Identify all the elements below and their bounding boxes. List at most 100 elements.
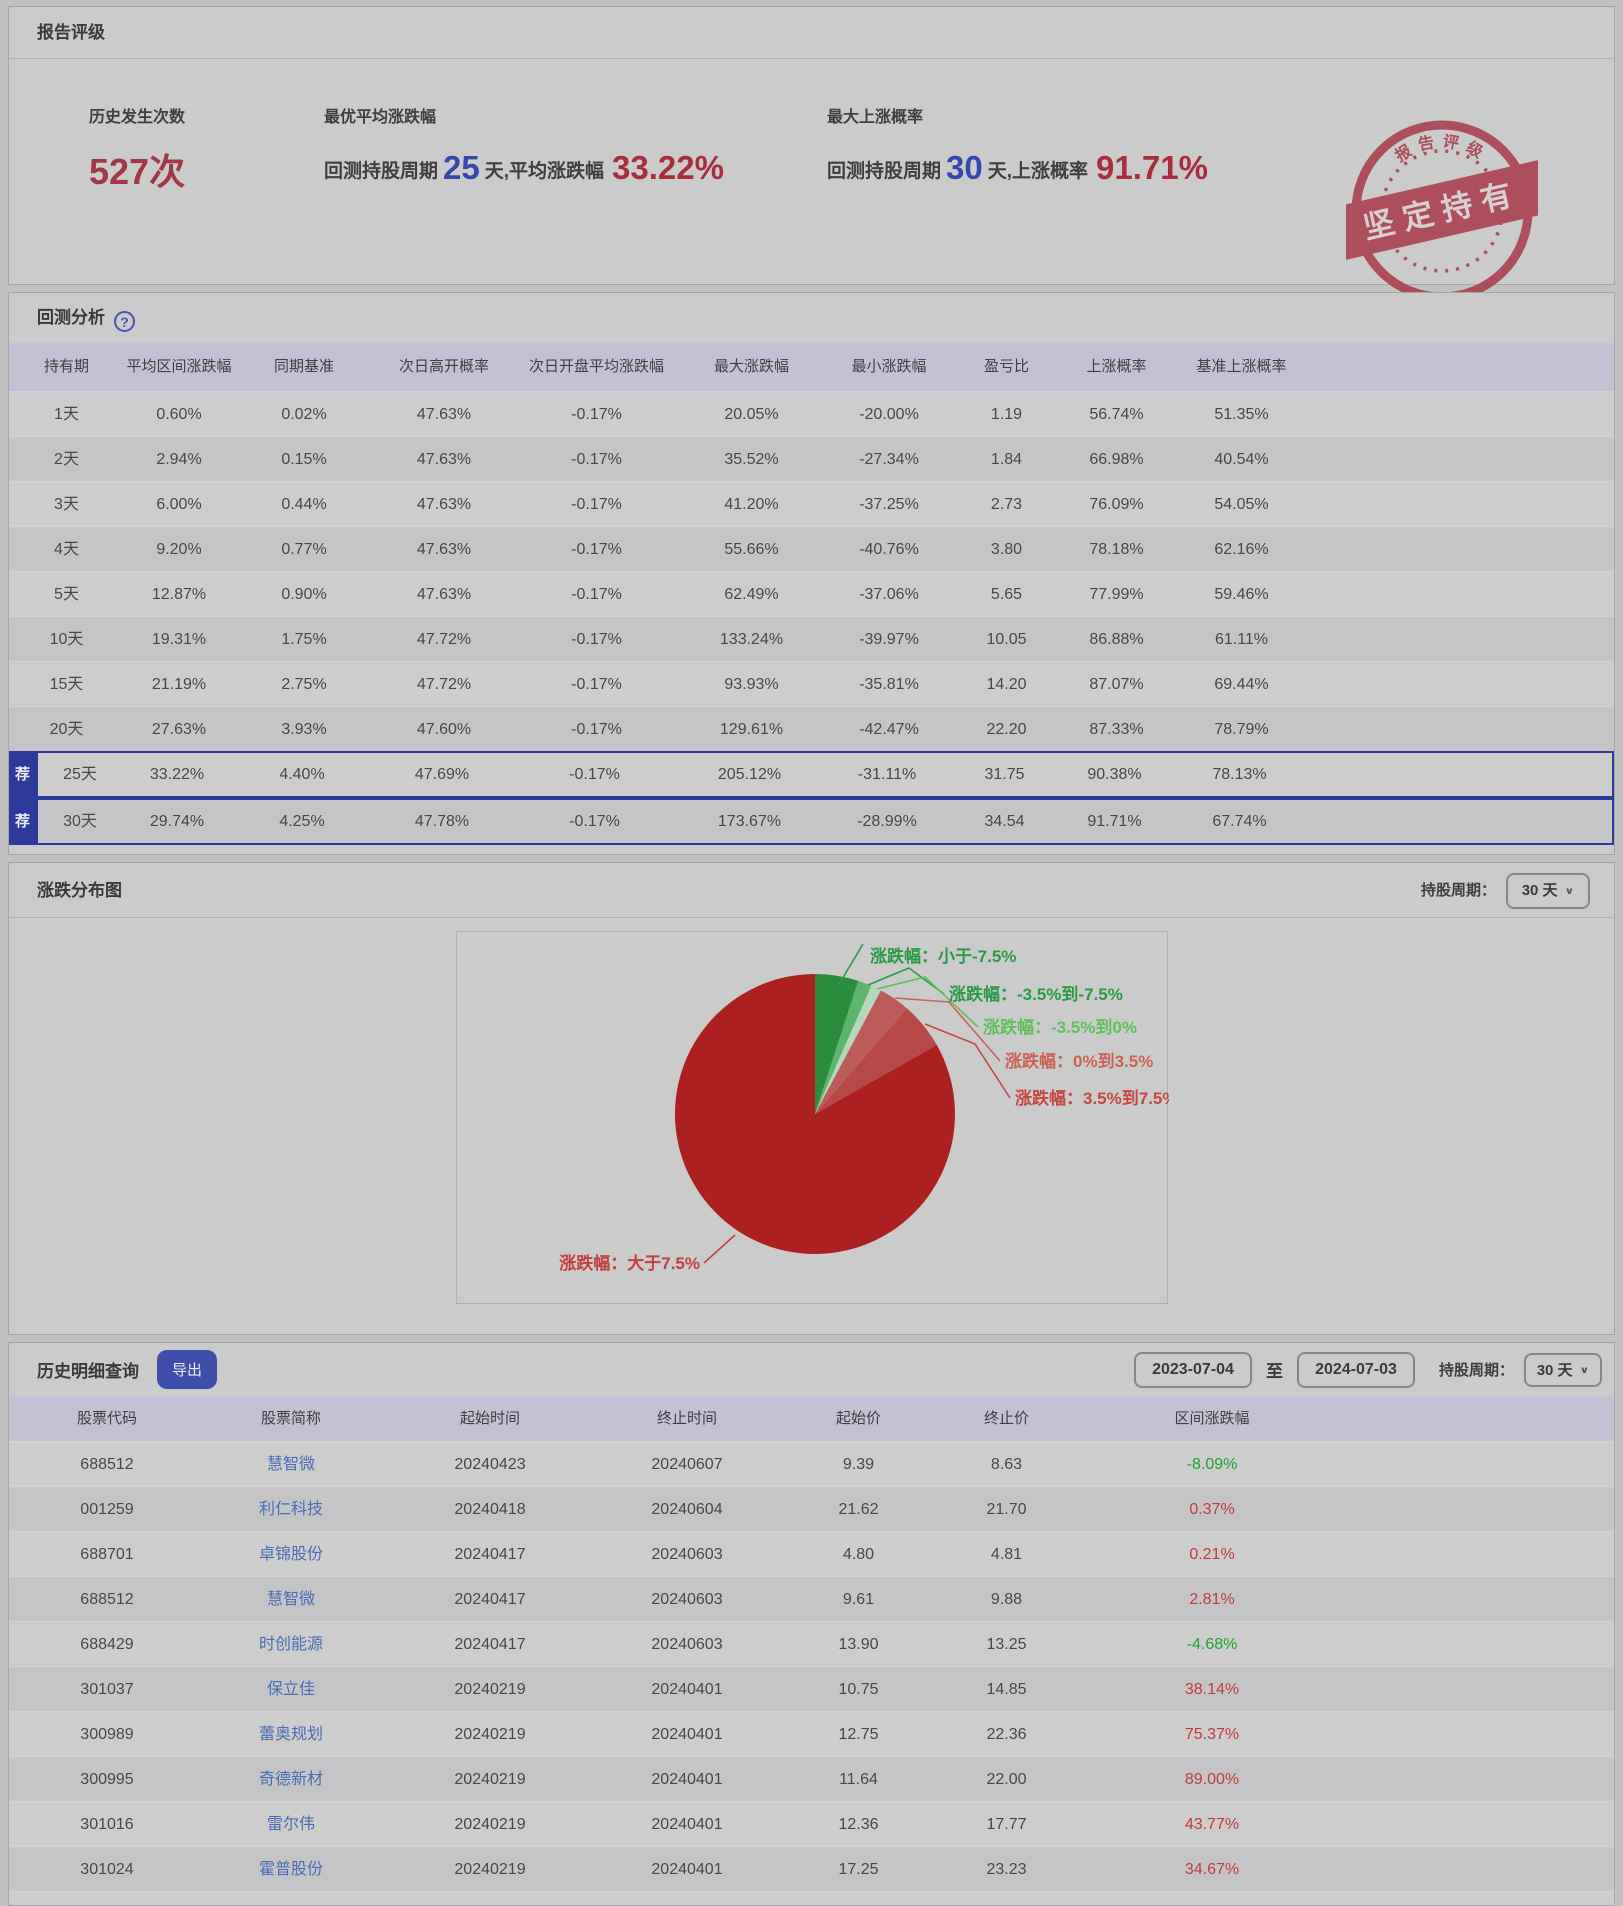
stock-link[interactable]: 雷尔伟 (266, 1816, 315, 1833)
stat-max-up-prob-line: 回测持股周期 30 天,上涨概率 91.71% (827, 149, 1208, 187)
backtest-row[interactable]: 10天 19.31% 1.75% 47.72% -0.17% 133.24% -39.97%… (9, 616, 1614, 661)
cell: -20.00% (859, 406, 919, 423)
pie-slice[interactable] (815, 990, 907, 1115)
chevron-down-icon: ∨ (1579, 1363, 1590, 1376)
history-row[interactable]: 300989 蕾奥规划 20240219 20240401 12.75 22.36 75.3… (9, 1711, 1614, 1756)
holding-period-select[interactable]: 30 天 ∨ (1524, 1352, 1602, 1387)
cell: -8.09% (1186, 1456, 1238, 1473)
cell: -28.99% (857, 813, 917, 830)
history-row[interactable]: 001259 利仁科技 20240418 20240604 21.62 21.70 0.37… (9, 1486, 1614, 1531)
cell: -37.25% (859, 496, 919, 513)
cell: 20240401 (651, 1816, 723, 1833)
column-header: 平均区间涨跌幅 (126, 358, 232, 375)
cell: 001259 (80, 1501, 134, 1518)
stock-link[interactable]: 蕾奥规划 (258, 1726, 323, 1743)
holding-period-select[interactable]: 30 天 ∨ (1506, 872, 1590, 909)
export-button[interactable]: 导出 (157, 1350, 218, 1389)
stock-link[interactable]: 时创能源 (258, 1636, 323, 1653)
recommend-badge: 荐 (9, 751, 36, 798)
cell: 0.21% (1189, 1546, 1235, 1563)
history-panel: 历史明细查询 导出 2023-07-04 至 2024-07-03 持股周期： … (8, 1342, 1615, 1906)
cell: 33.22% (149, 766, 205, 783)
backtest-row[interactable]: 荐 30天 29.74% 4.25% 47.78% -0.17% 173.67% -28.99… (9, 798, 1614, 845)
cell: 20240417 (454, 1636, 526, 1653)
report-rating-title: 报告评级 (9, 7, 1614, 59)
stat-occurrences-label: 历史发生次数 (89, 109, 186, 126)
cell: 3.80 (990, 541, 1023, 558)
cell: 205.12% (717, 766, 782, 783)
history-row[interactable]: 688512 慧智微 20240423 20240607 9.39 8.63 -8.09% (9, 1441, 1614, 1486)
history-row[interactable]: 301037 保立佳 20240219 20240401 10.75 14.85 38.14… (9, 1666, 1614, 1711)
cell: -0.17% (571, 721, 622, 738)
stock-link[interactable]: 保立佳 (266, 1681, 315, 1698)
stat-max-up-prob-label: 最大上涨概率 (827, 109, 924, 126)
cell: 20240603 (651, 1591, 723, 1608)
history-table-header: 股票代码 股票简称 起始时间 终止时间 起始价 终止价 区间涨跌幅 (9, 1396, 1614, 1441)
history-controls: 2023-07-04 至 2024-07-03 持股周期： 30 天 ∨ (1133, 1351, 1602, 1388)
cell: 76.09% (1089, 496, 1144, 513)
pie-slice[interactable] (815, 980, 872, 1114)
pie-slice[interactable] (815, 974, 859, 1114)
stock-link[interactable]: 卓锦股份 (258, 1546, 323, 1563)
date-to-input[interactable]: 2024-07-03 (1296, 1351, 1415, 1388)
backtest-row[interactable]: 2天 2.94% 0.15% 47.63% -0.17% 35.52% -27.34% 1.8… (9, 436, 1614, 481)
cell: -42.47% (859, 721, 919, 738)
stat-best-avg-change-label: 最优平均涨跌幅 (324, 109, 437, 126)
stock-link[interactable]: 慧智微 (266, 1591, 315, 1608)
history-row[interactable]: 300995 奇德新材 20240219 20240401 11.64 22.00 89.0… (9, 1756, 1614, 1801)
backtest-row[interactable]: 5天 12.87% 0.90% 47.63% -0.17% 62.49% -37.06% 5.… (9, 571, 1614, 616)
backtest-row[interactable]: 4天 9.20% 0.77% 47.63% -0.17% 55.66% -40.76% 3.8… (9, 526, 1614, 571)
distribution-panel: 涨跌分布图 持股周期： 30 天 ∨ 涨跌幅：小于-7.5% 涨跌幅：-3.5%到-… (8, 862, 1615, 1335)
cell: 34.67% (1184, 1861, 1240, 1878)
stock-link[interactable]: 奇德新材 (258, 1771, 323, 1788)
cell: 0.77% (281, 541, 327, 558)
history-rows: 688512 慧智微 20240423 20240607 9.39 8.63 -8.09% 0… (9, 1441, 1614, 1891)
cell: 133.24% (719, 631, 784, 648)
history-row[interactable]: 301016 雷尔伟 20240219 20240401 12.36 17.77 43.77… (9, 1801, 1614, 1846)
leader-line (837, 943, 864, 987)
cell: 20240401 (651, 1861, 723, 1878)
cell: 20240219 (454, 1861, 526, 1878)
cell: 1.19 (990, 406, 1023, 423)
cell: 78.13% (1212, 766, 1267, 783)
cell: 12.75 (838, 1726, 879, 1743)
cell: 47.63% (416, 451, 472, 468)
date-from-input[interactable]: 2023-07-04 (1133, 1351, 1252, 1388)
cell: 2.75% (281, 676, 327, 693)
cell: 10.75 (838, 1681, 879, 1698)
backtest-row[interactable]: 15天 21.19% 2.75% 47.72% -0.17% 93.93% -35.81% 1… (9, 661, 1614, 706)
cell: -0.17% (569, 813, 620, 830)
cell: 20天 (49, 721, 84, 738)
history-row[interactable]: 301024 霍普股份 20240219 20240401 17.25 23.23 34.6… (9, 1846, 1614, 1891)
distribution-pie-chart[interactable]: 涨跌幅：小于-7.5% 涨跌幅：-3.5%到-7.5% 涨跌幅：-3.5%到0%… (457, 932, 1178, 1305)
cell: 20240219 (454, 1726, 526, 1743)
cell: 20240418 (454, 1501, 526, 1518)
stock-link[interactable]: 霍普股份 (258, 1861, 323, 1878)
history-row[interactable]: 688429 时创能源 20240417 20240603 13.90 13.25 -4.6… (9, 1621, 1614, 1666)
stock-link[interactable]: 利仁科技 (258, 1501, 323, 1518)
pie-slice[interactable] (815, 1008, 937, 1114)
cell: 47.78% (414, 813, 470, 830)
history-row[interactable]: 688512 慧智微 20240417 20240603 9.61 9.88 2.81% (9, 1576, 1614, 1621)
backtest-row[interactable]: 3天 6.00% 0.44% 47.63% -0.17% 41.20% -37.25% 2.7… (9, 481, 1614, 526)
backtest-row[interactable]: 荐 25天 33.22% 4.40% 47.69% -0.17% 205.12% -31.11… (9, 751, 1614, 798)
cell: 173.67% (717, 813, 782, 830)
cell: 15天 (49, 676, 84, 693)
pie-slice[interactable] (674, 974, 955, 1254)
backtest-row[interactable]: 1天 0.60% 0.02% 47.63% -0.17% 20.05% -20.00% 1.1… (9, 391, 1614, 436)
history-row[interactable]: 688701 卓锦股份 20240417 20240603 4.80 4.81 0.21% (9, 1531, 1614, 1576)
pie-slices[interactable] (674, 974, 955, 1254)
backtest-row[interactable]: 20天 27.63% 3.93% 47.60% -0.17% 129.61% -42.47%… (9, 706, 1614, 751)
cell: -31.11% (857, 766, 917, 783)
stat-percent-value: 91.71% (1096, 149, 1208, 186)
help-icon[interactable]: ? (114, 311, 135, 332)
chevron-down-icon: ∨ (1564, 884, 1575, 897)
stock-link[interactable]: 慧智微 (266, 1456, 315, 1473)
stat-days-value: 25 (443, 149, 480, 186)
cell: 20240219 (454, 1816, 526, 1833)
cell: 30天 (63, 813, 97, 830)
pie-label: 涨跌幅：3.5%到7.5% (1015, 1088, 1169, 1108)
cell: 41.20% (724, 496, 779, 513)
pie-slice[interactable] (815, 985, 881, 1114)
distribution-chart-box: 涨跌幅：小于-7.5% 涨跌幅：-3.5%到-7.5% 涨跌幅：-3.5%到0%… (456, 931, 1178, 1305)
